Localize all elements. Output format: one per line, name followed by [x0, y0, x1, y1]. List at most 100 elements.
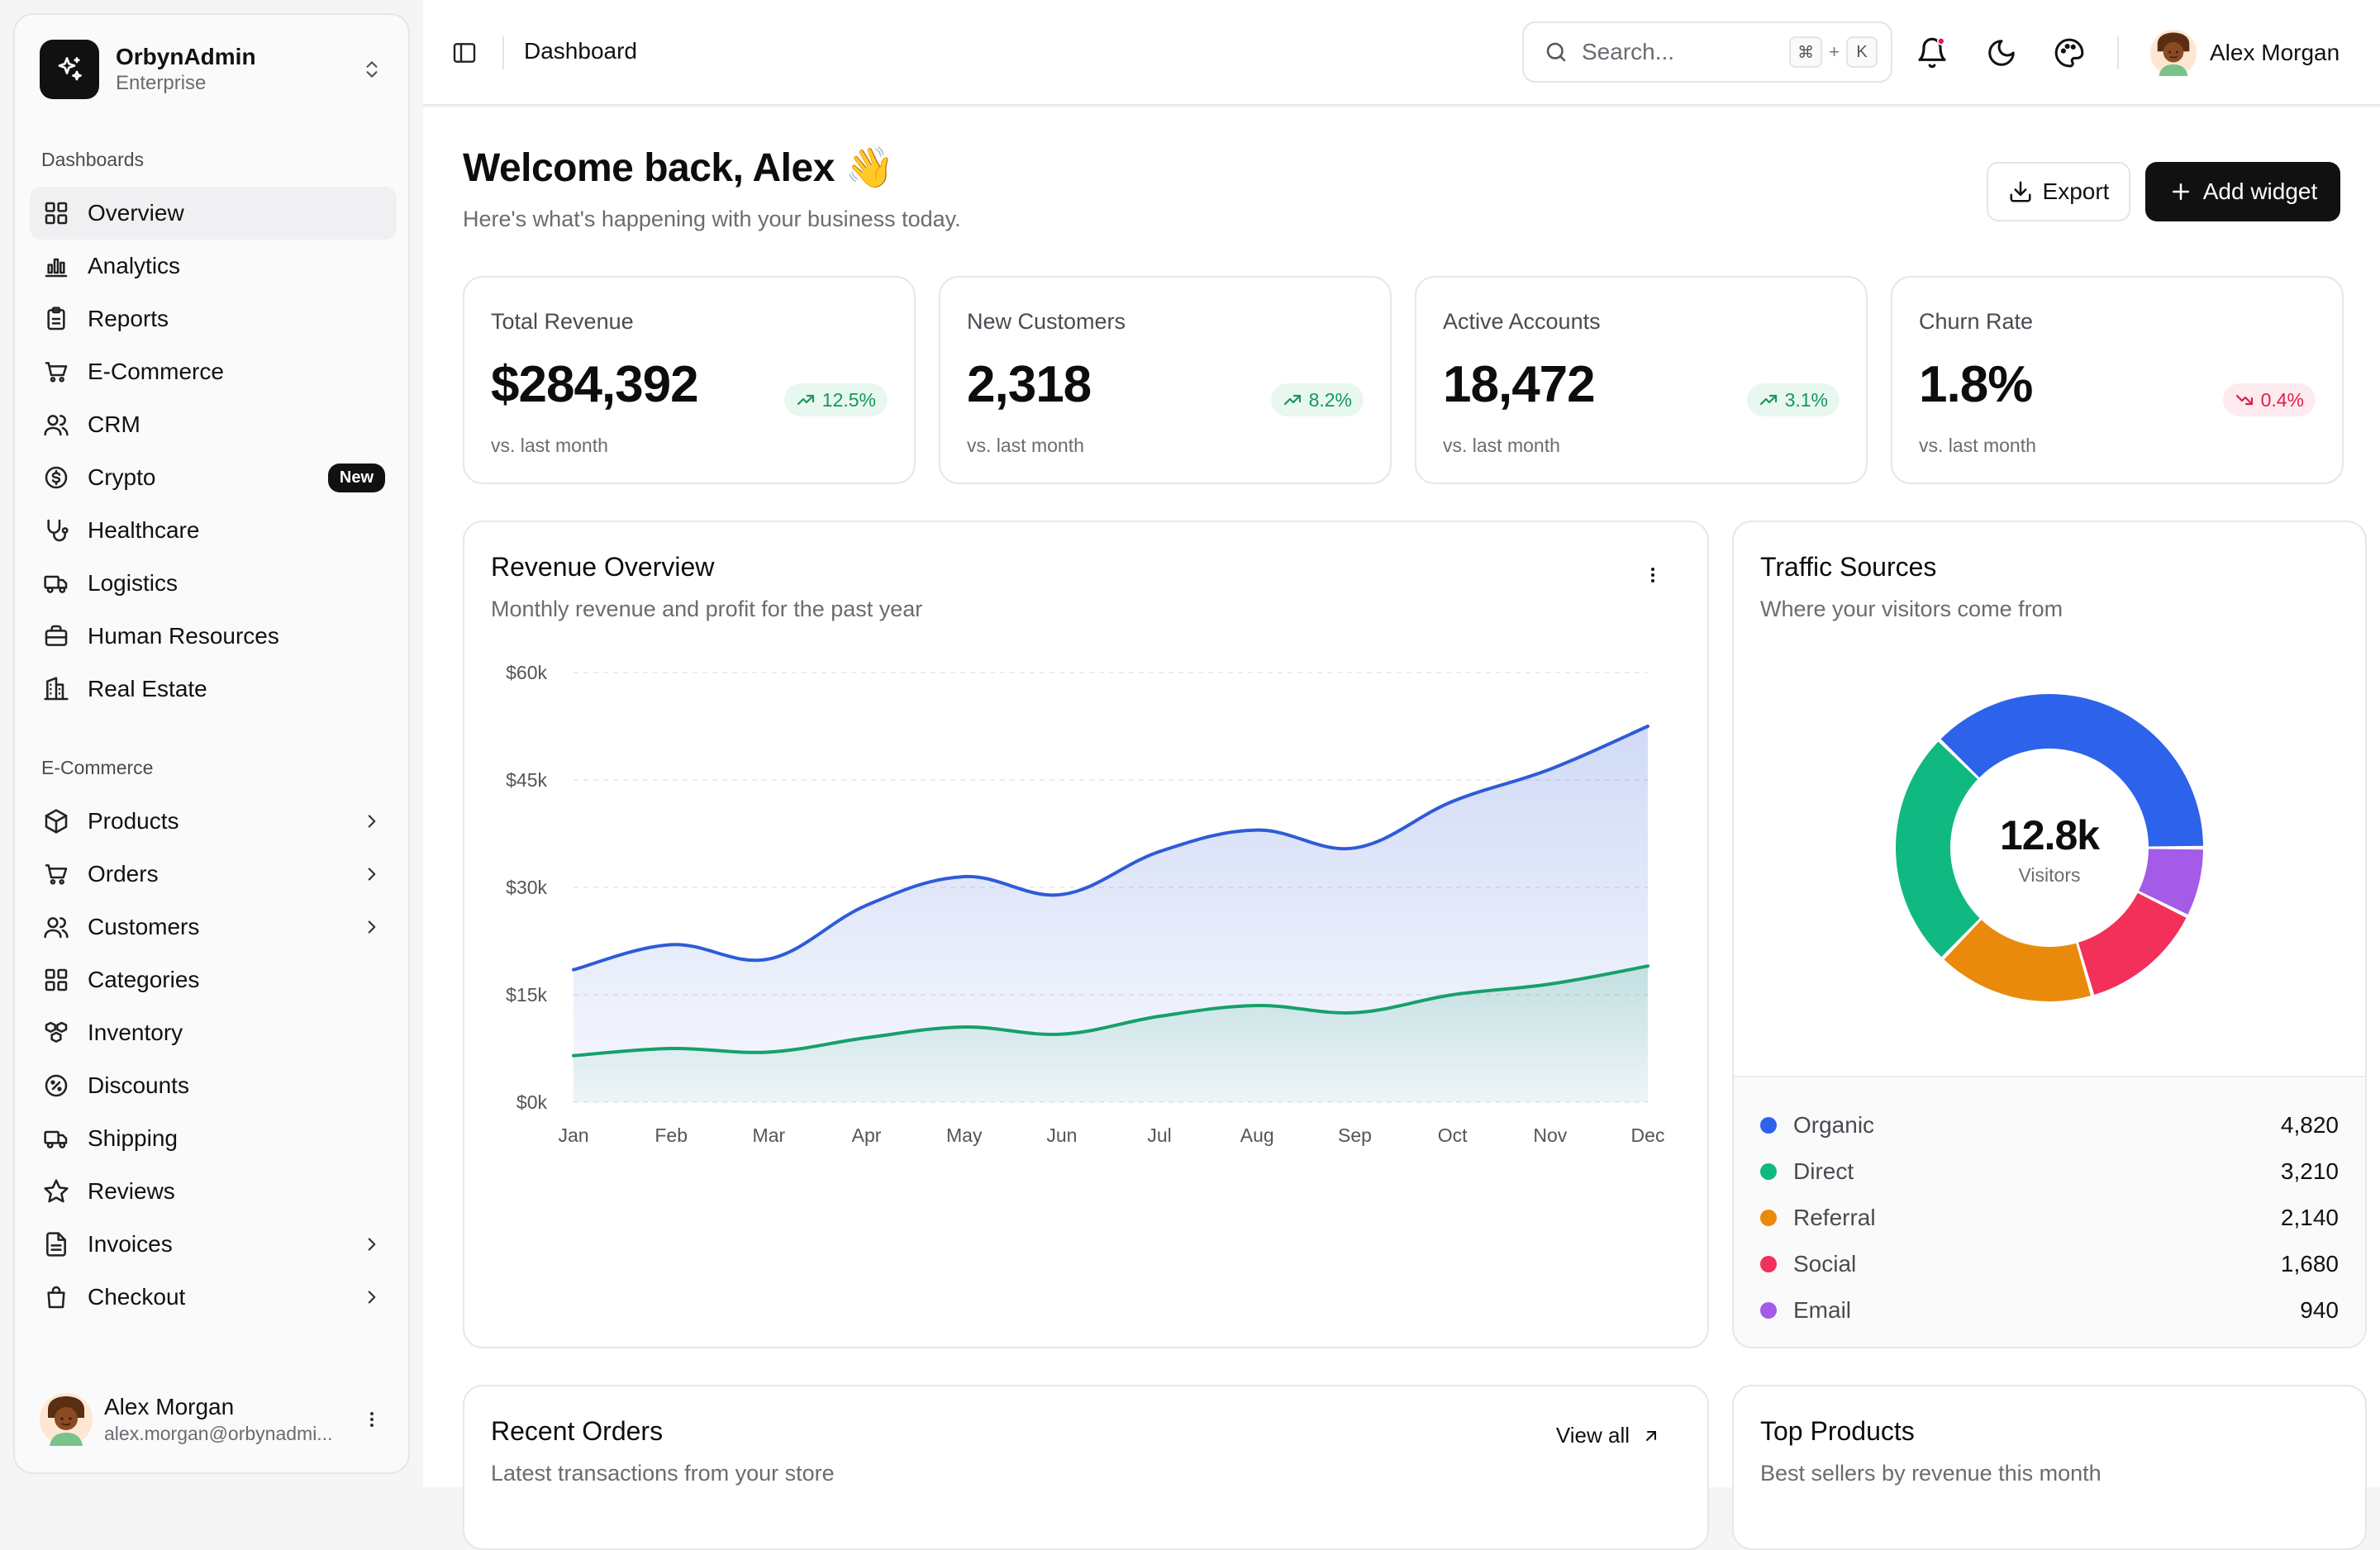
traffic-sources-card: Traffic Sources Where your visitors come… [1732, 521, 2367, 1348]
trending-up-icon [796, 390, 816, 410]
sidebar-item-crm[interactable]: CRM [30, 398, 397, 451]
sidebar-item-customers[interactable]: Customers [30, 901, 397, 953]
series-2-area [574, 966, 1648, 1102]
legend-swatch [1760, 1302, 1777, 1319]
sidebar-item-analytics[interactable]: Analytics [30, 240, 397, 292]
donut-slice-organic[interactable] [1940, 694, 2203, 847]
section-label-ecommerce: E-Commerce [41, 757, 154, 778]
chevron-right-icon[interactable] [359, 861, 385, 887]
sidebar-item-real-estate[interactable]: Real Estate [30, 663, 397, 716]
more-vertical-icon[interactable] [357, 1405, 387, 1434]
search-input[interactable]: Search... ⌘ + K [1522, 21, 1892, 83]
stat-card-total-revenue: Total Revenue $284,392 12.5% vs. last month [463, 276, 916, 484]
sidebar-item-e-commerce[interactable]: E-Commerce [30, 345, 397, 398]
new-badge: New [327, 463, 385, 492]
users-icon [41, 912, 71, 942]
download-icon [2010, 181, 2031, 202]
sidebar-item-human-resources[interactable]: Human Resources [30, 610, 397, 663]
legend-swatch [1760, 1163, 1777, 1180]
sidebar-item-label: Shipping [88, 1125, 178, 1151]
add-widget-button[interactable]: Add widget [2145, 162, 2340, 221]
sidebar-item-categories[interactable]: Categories [30, 953, 397, 1006]
legend-item-direct: Direct 3,210 [1734, 1148, 2365, 1195]
sidebar-item-crypto[interactable]: Crypto New [30, 451, 397, 504]
sidebar-item-label: Real Estate [88, 676, 207, 701]
palette-icon[interactable] [2049, 33, 2089, 73]
stat-label: Total Revenue [491, 309, 634, 334]
y-tick-label: $60k [506, 662, 547, 683]
x-tick-label: Jan [558, 1124, 588, 1146]
sidebar-item-label: Products [88, 808, 179, 834]
export-label: Export [2042, 178, 2110, 204]
sidebar-item-reviews[interactable]: Reviews [30, 1165, 397, 1218]
sidebar-item-discounts[interactable]: Discounts [30, 1059, 397, 1112]
card-subtitle: Monthly revenue and profit for the past … [491, 597, 923, 621]
sidebar-item-invoices[interactable]: Invoices [30, 1218, 397, 1271]
file-text-icon [41, 1229, 71, 1259]
sidebar-item-inventory[interactable]: Inventory [30, 1006, 397, 1059]
clipboard-icon [41, 304, 71, 334]
sidebar-item-healthcare[interactable]: Healthcare [30, 504, 397, 557]
sidebar-item-shipping[interactable]: Shipping [30, 1112, 397, 1165]
sidebar-item-orders[interactable]: Orders [30, 848, 397, 901]
donut-slice-direct[interactable] [1896, 741, 1980, 958]
sidebar-item-label: Customers [88, 914, 200, 939]
org-plan: Enterprise [116, 72, 207, 94]
sidebar-item-reports[interactable]: Reports [30, 292, 397, 345]
sidebar-toggle-icon[interactable] [448, 36, 481, 69]
chevron-right-icon[interactable] [359, 808, 385, 834]
legend-swatch [1760, 1210, 1777, 1226]
chevron-right-icon[interactable] [359, 1284, 385, 1310]
bell-icon[interactable] [1912, 33, 1952, 73]
chevron-right-icon[interactable] [359, 914, 385, 940]
sidebar-item-label: CRM [88, 411, 140, 437]
x-tick-label: Jun [1046, 1124, 1077, 1146]
x-tick-label: Oct [1438, 1124, 1468, 1146]
user-menu[interactable]: Alex Morgan [2150, 28, 2340, 78]
building-icon [41, 674, 71, 704]
truck-icon [41, 568, 71, 598]
legend-label: Direct [1793, 1158, 1854, 1184]
chevrons-up-down-icon[interactable] [357, 55, 387, 84]
box-icon [41, 806, 71, 836]
sidebar-item-label: Reviews [88, 1178, 175, 1204]
sidebar-item-products[interactable]: Products [30, 795, 397, 848]
more-vertical-icon[interactable] [1638, 560, 1668, 590]
x-tick-label: Dec [1631, 1124, 1665, 1146]
moon-icon[interactable] [1982, 33, 2021, 73]
donut-slice-social[interactable] [2078, 892, 2187, 995]
card-title: Traffic Sources [1760, 552, 1937, 582]
org-switcher[interactable]: OrbynAdmin Enterprise [40, 38, 387, 101]
card-title: Recent Orders [491, 1416, 664, 1446]
view-all-link[interactable]: View all [1556, 1423, 1661, 1448]
legend-value: 1,680 [2280, 1251, 2339, 1277]
chevron-right-icon[interactable] [359, 1231, 385, 1258]
sparkles-icon [40, 40, 99, 99]
series-2-line [572, 964, 1649, 1058]
donut-slice-referral[interactable] [1944, 920, 2091, 1001]
sidebar-item-logistics[interactable]: Logistics [30, 557, 397, 610]
sidebar-item-checkout[interactable]: Checkout [30, 1271, 397, 1324]
donut-slice-email[interactable] [2139, 849, 2203, 915]
sidebar-user-name: Alex Morgan [104, 1394, 235, 1419]
card-title: Top Products [1760, 1416, 1915, 1446]
add-widget-label: Add widget [2202, 178, 2318, 204]
card-subtitle: Where your visitors come from [1760, 597, 2063, 621]
truck-icon [41, 1124, 71, 1153]
legend-swatch [1760, 1117, 1777, 1134]
x-tick-label: Feb [654, 1124, 688, 1146]
y-tick-label: $30k [506, 877, 547, 898]
section-label-dashboards: Dashboards [41, 149, 145, 170]
legend-swatch [1760, 1256, 1777, 1272]
stat-value: 1.8% [1919, 356, 2033, 413]
export-button[interactable]: Export [1987, 162, 2130, 221]
sidebar-user[interactable]: Alex Morgan alex.morgan@orbynadmi... [40, 1390, 387, 1449]
x-tick-label: Jul [1147, 1124, 1171, 1146]
x-tick-label: Aug [1240, 1124, 1274, 1146]
legend-label: Social [1793, 1251, 1857, 1277]
coin-icon [41, 463, 71, 492]
org-name: OrbynAdmin [116, 44, 256, 69]
legend-item-social: Social 1,680 [1734, 1241, 2365, 1287]
sidebar-item-overview[interactable]: Overview [30, 187, 397, 240]
stethoscope-icon [41, 516, 71, 545]
